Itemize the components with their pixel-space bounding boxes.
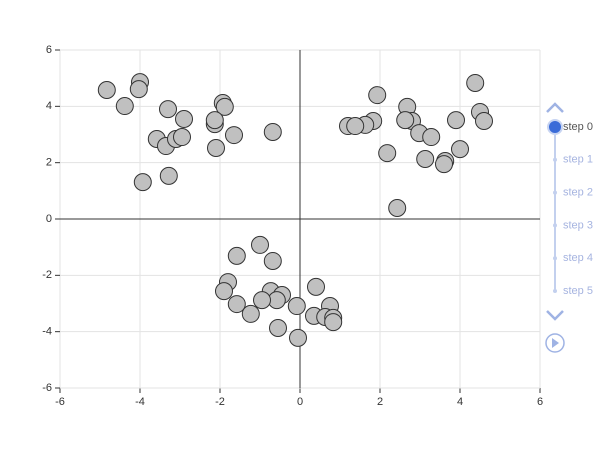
timeline-current[interactable]	[547, 119, 563, 135]
point	[475, 111, 493, 130]
point	[388, 199, 407, 218]
point	[133, 173, 152, 192]
point	[447, 111, 465, 130]
point	[269, 319, 287, 338]
play-icon	[552, 338, 559, 348]
y-tick-label: 2	[46, 157, 52, 169]
point	[129, 80, 148, 99]
timeline-prev[interactable]	[546, 102, 564, 113]
point	[159, 100, 177, 119]
y-tick-label: -4	[42, 326, 52, 338]
point	[287, 297, 306, 316]
point	[263, 251, 282, 270]
point	[422, 128, 441, 147]
point	[215, 282, 233, 301]
timeline-label[interactable]: step 1	[563, 154, 593, 166]
point	[207, 139, 225, 158]
point	[466, 73, 485, 92]
y-tick-label: -2	[42, 269, 52, 281]
timeline-label[interactable]: step 0	[563, 121, 593, 133]
point	[253, 291, 271, 310]
point	[159, 166, 178, 185]
timeline-label[interactable]: step 2	[563, 187, 593, 199]
point	[241, 304, 260, 323]
x-tick-label: -2	[215, 396, 225, 408]
point	[263, 122, 282, 141]
timeline-next[interactable]	[546, 310, 564, 321]
point	[289, 328, 307, 347]
y-tick-label: 0	[46, 213, 52, 225]
x-tick-label: 4	[457, 396, 463, 408]
point	[435, 155, 453, 174]
point	[324, 313, 343, 332]
point	[416, 150, 435, 169]
x-tick-label: -6	[55, 396, 65, 408]
point	[115, 97, 134, 116]
point	[451, 140, 469, 159]
point	[396, 111, 415, 130]
timeline-dot[interactable]	[553, 256, 557, 261]
timeline-label[interactable]: step 3	[563, 219, 593, 231]
point	[251, 235, 269, 254]
point	[378, 144, 397, 163]
x-tick-label: 6	[537, 396, 543, 408]
x-tick-label: 2	[377, 396, 383, 408]
timeline-label[interactable]: step 4	[563, 252, 593, 264]
timeline-play[interactable]	[545, 333, 565, 353]
x-tick-label: -4	[135, 396, 145, 408]
point	[173, 128, 191, 147]
point	[225, 126, 243, 145]
y-tick-label: 6	[46, 44, 52, 56]
y-tick-label: 4	[46, 100, 52, 112]
timeline-label[interactable]: step 5	[563, 285, 593, 297]
x-tick-label: 0	[297, 396, 303, 408]
point	[97, 80, 116, 99]
timeline-dot[interactable]	[553, 289, 557, 293]
point	[227, 246, 246, 265]
point	[175, 110, 193, 129]
timeline-dot[interactable]	[553, 223, 557, 228]
timeline-dot[interactable]	[553, 190, 557, 195]
point	[205, 111, 224, 130]
point	[307, 277, 325, 296]
timeline-dot[interactable]	[553, 157, 557, 162]
point	[227, 295, 246, 314]
point	[368, 86, 387, 105]
y-tick-label: -6	[42, 382, 52, 394]
point	[346, 117, 365, 136]
point	[215, 97, 234, 116]
play-circle	[545, 333, 565, 353]
